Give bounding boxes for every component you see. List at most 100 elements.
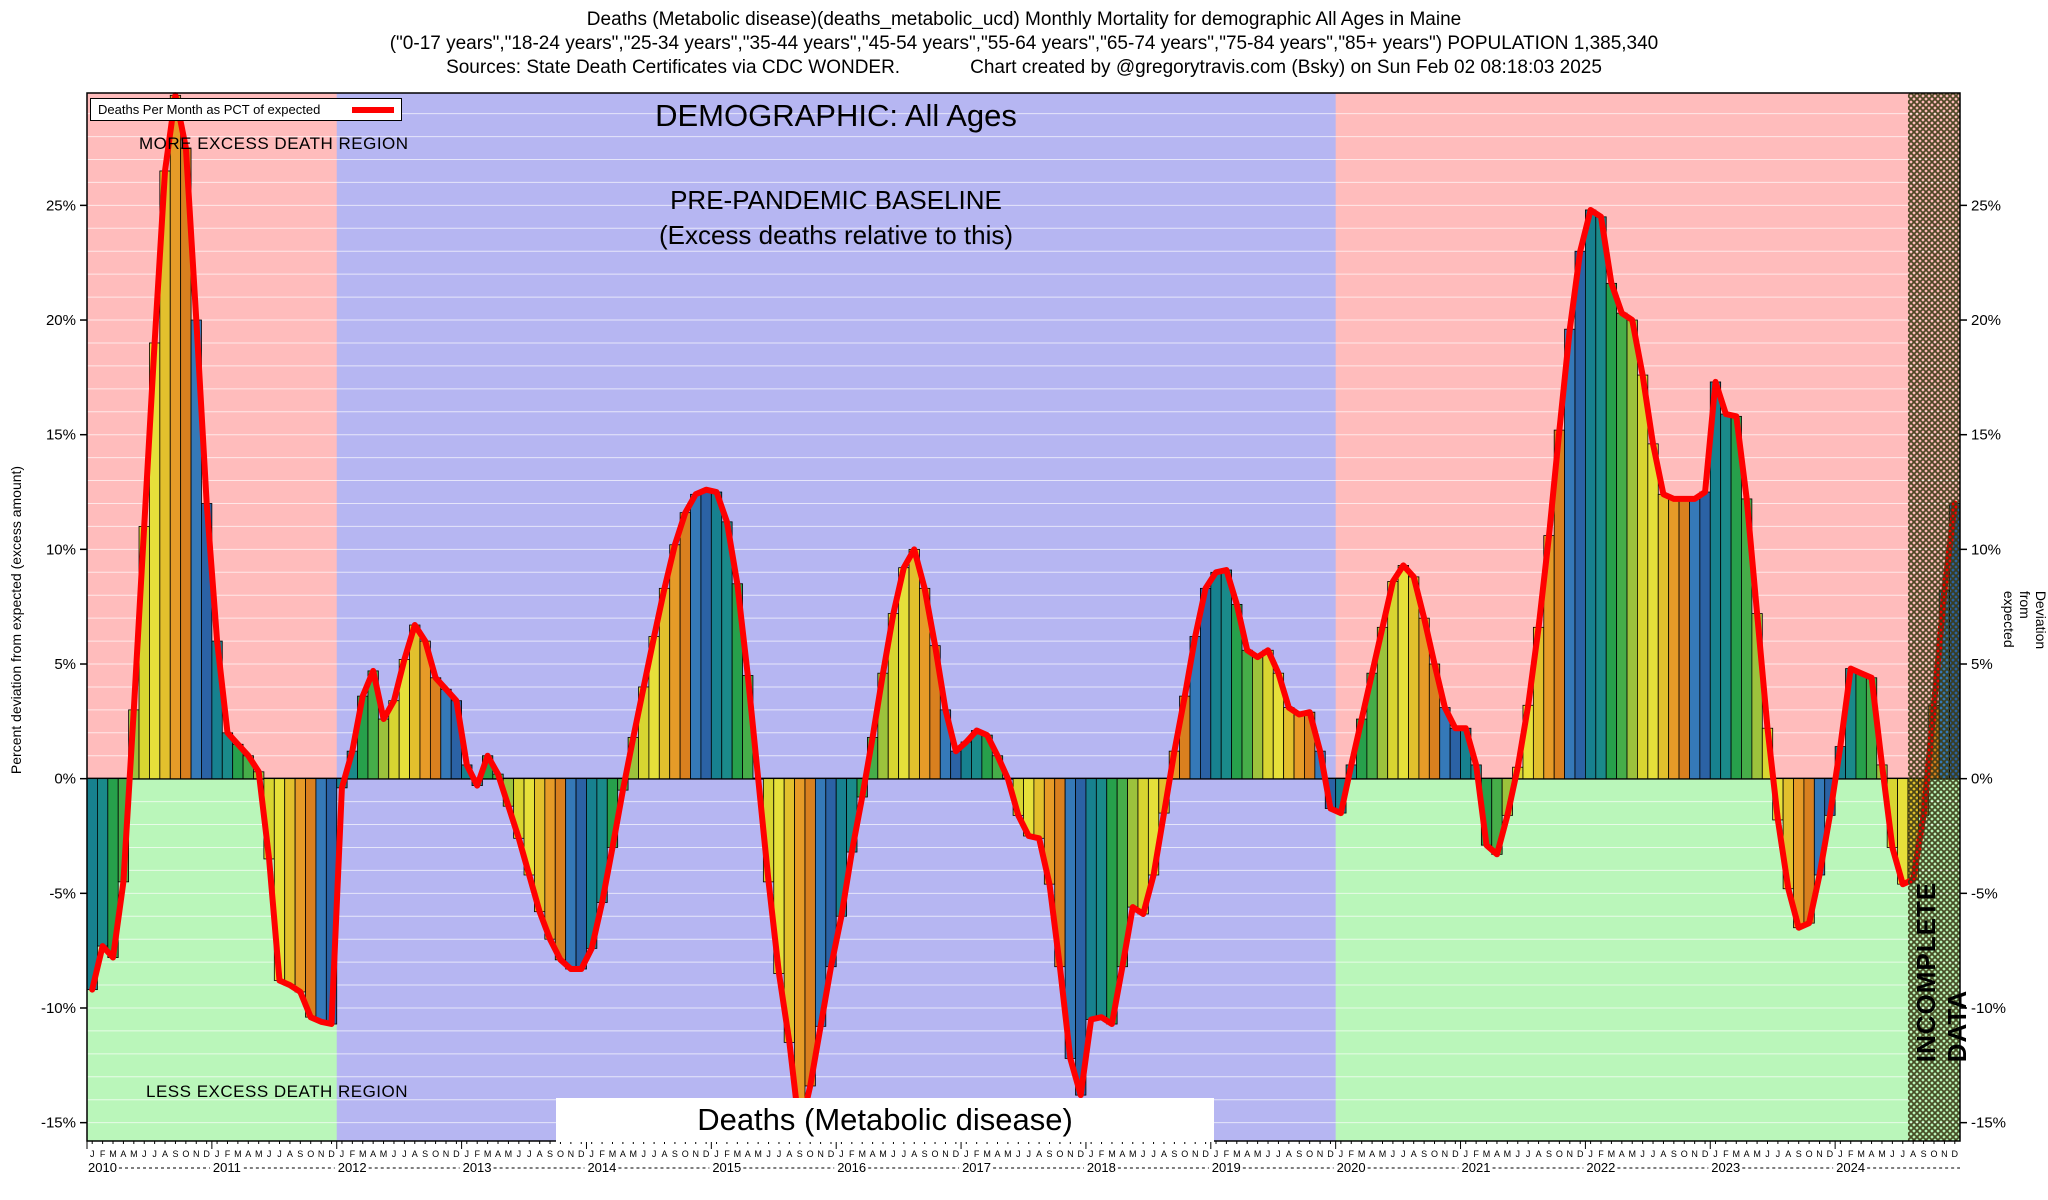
svg-text:A: A bbox=[1494, 1149, 1500, 1159]
svg-text:M: M bbox=[359, 1149, 367, 1159]
month-bar bbox=[1730, 415, 1742, 780]
svg-text:O: O bbox=[1806, 1149, 1813, 1159]
svg-text:J: J bbox=[652, 1149, 657, 1159]
svg-text:N: N bbox=[1067, 1149, 1074, 1159]
svg-text:J: J bbox=[714, 1149, 719, 1159]
month-bar bbox=[1574, 250, 1586, 780]
svg-text:M: M bbox=[109, 1149, 117, 1159]
svg-text:2016: 2016 bbox=[837, 1160, 866, 1175]
svg-text:M: M bbox=[1857, 1149, 1865, 1159]
svg-text:F: F bbox=[350, 1149, 356, 1159]
svg-text:F: F bbox=[1349, 1149, 1355, 1159]
svg-text:S: S bbox=[672, 1149, 678, 1159]
svg-text:2011: 2011 bbox=[213, 1160, 241, 1175]
svg-text:J: J bbox=[1214, 1149, 1219, 1159]
svg-text:15%: 15% bbox=[46, 427, 76, 444]
svg-text:J: J bbox=[1401, 1149, 1406, 1159]
svg-text:A: A bbox=[1869, 1149, 1875, 1159]
svg-text:A: A bbox=[1660, 1149, 1666, 1159]
chart-bottom-label-box: Deaths (Metabolic disease) bbox=[556, 1098, 1214, 1142]
month-bar bbox=[1408, 576, 1420, 780]
svg-text:M: M bbox=[255, 1149, 263, 1159]
svg-text:M: M bbox=[1878, 1149, 1886, 1159]
svg-text:J: J bbox=[1516, 1149, 1521, 1159]
svg-text:S: S bbox=[547, 1149, 553, 1159]
svg-text:D: D bbox=[203, 1149, 210, 1159]
month-bar bbox=[86, 778, 98, 991]
svg-text:S: S bbox=[1921, 1149, 1927, 1159]
month-bar bbox=[1564, 328, 1576, 780]
y-axis-ticks: -15% -15% -10% -10% -5% -5% 0% 0% 5% 5% 10% 10% 15% 1… bbox=[41, 197, 2006, 1131]
svg-text:J: J bbox=[1141, 1149, 1146, 1159]
svg-text:A: A bbox=[1619, 1149, 1625, 1159]
svg-text:O: O bbox=[932, 1149, 939, 1159]
svg-text:M: M bbox=[983, 1149, 991, 1159]
svg-text:N: N bbox=[1317, 1149, 1324, 1159]
svg-text:A: A bbox=[245, 1149, 251, 1159]
month-bar bbox=[1220, 569, 1233, 780]
svg-text:S: S bbox=[1421, 1149, 1427, 1159]
svg-text:S: S bbox=[1171, 1149, 1177, 1159]
svg-text:S: S bbox=[422, 1149, 428, 1159]
month-bar bbox=[554, 778, 567, 961]
month-bar bbox=[950, 750, 962, 780]
svg-text:J: J bbox=[1890, 1149, 1895, 1159]
svg-text:A: A bbox=[994, 1149, 1000, 1159]
svg-text:O: O bbox=[1681, 1149, 1688, 1159]
svg-text:10%: 10% bbox=[1971, 541, 2001, 558]
svg-text:J: J bbox=[1391, 1149, 1396, 1159]
svg-text:A: A bbox=[620, 1149, 626, 1159]
svg-text:F: F bbox=[100, 1149, 106, 1159]
month-bar bbox=[284, 778, 296, 986]
svg-text:N: N bbox=[318, 1149, 325, 1159]
sources-text: Sources: State Death Certificates via CD… bbox=[446, 56, 901, 78]
svg-text:F: F bbox=[1723, 1149, 1729, 1159]
svg-text:25%: 25% bbox=[46, 197, 76, 214]
svg-text:A: A bbox=[745, 1149, 751, 1159]
svg-text:J: J bbox=[90, 1149, 95, 1159]
month-bar bbox=[1647, 443, 1659, 780]
svg-text:F: F bbox=[599, 1149, 605, 1159]
svg-text:A: A bbox=[1744, 1149, 1750, 1159]
svg-text:M: M bbox=[1753, 1149, 1761, 1159]
page-title-line2: ("0-17 years","18-24 years","25-34 years… bbox=[389, 32, 1659, 54]
svg-text:-10%: -10% bbox=[41, 1000, 76, 1017]
svg-text:D: D bbox=[1827, 1149, 1834, 1159]
svg-text:M: M bbox=[1628, 1149, 1636, 1159]
svg-text:J: J bbox=[142, 1149, 147, 1159]
svg-text:F: F bbox=[1099, 1149, 1105, 1159]
svg-text:A: A bbox=[1536, 1149, 1542, 1159]
month-bar bbox=[1595, 216, 1607, 780]
svg-text:D: D bbox=[1702, 1149, 1709, 1159]
month-bar bbox=[1657, 493, 1670, 780]
month-bar bbox=[1616, 312, 1628, 780]
svg-text:J: J bbox=[517, 1149, 522, 1159]
svg-text:M: M bbox=[1379, 1149, 1387, 1159]
svg-text:M: M bbox=[484, 1149, 492, 1159]
month-bar bbox=[690, 493, 702, 780]
svg-text:J: J bbox=[402, 1149, 407, 1159]
svg-text:A: A bbox=[1411, 1149, 1417, 1159]
svg-text:20%: 20% bbox=[1971, 312, 2001, 329]
svg-text:J: J bbox=[1838, 1149, 1843, 1159]
month-bar bbox=[1626, 319, 1638, 780]
svg-text:J: J bbox=[1776, 1149, 1781, 1159]
svg-text:O: O bbox=[1930, 1149, 1937, 1159]
svg-text:J: J bbox=[1588, 1149, 1593, 1159]
svg-text:F: F bbox=[1848, 1149, 1854, 1159]
svg-text:J: J bbox=[215, 1149, 220, 1159]
svg-text:J: J bbox=[1151, 1149, 1156, 1159]
svg-text:A: A bbox=[1036, 1149, 1042, 1159]
svg-text:A: A bbox=[1369, 1149, 1375, 1159]
month-bar bbox=[305, 778, 317, 1018]
month-bar bbox=[1678, 498, 1690, 780]
svg-text:D: D bbox=[1452, 1149, 1459, 1159]
month-bar bbox=[1449, 727, 1461, 780]
month-bar bbox=[575, 778, 587, 970]
legend: Deaths Per Month as PCT of expected bbox=[90, 98, 402, 121]
page-title-line3: Sources: State Death Certificates via CD… bbox=[0, 56, 2048, 80]
svg-text:J: J bbox=[527, 1149, 532, 1159]
svg-text:A: A bbox=[537, 1149, 543, 1159]
svg-text:A: A bbox=[1244, 1149, 1250, 1159]
svg-text:2013: 2013 bbox=[463, 1160, 492, 1175]
